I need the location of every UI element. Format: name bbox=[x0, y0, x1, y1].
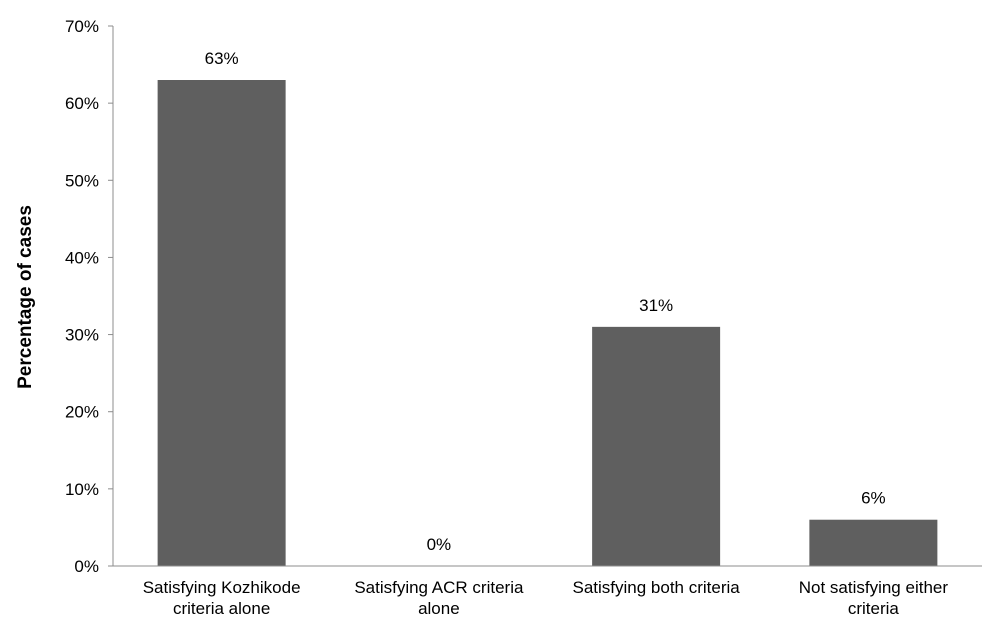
bar bbox=[809, 519, 938, 566]
data-labels: 63% 0% 31% 6% bbox=[205, 49, 886, 554]
y-tick-label: 10% bbox=[65, 480, 99, 499]
data-label: 0% bbox=[427, 535, 452, 554]
axes bbox=[112, 26, 982, 567]
x-category-label: alone bbox=[418, 599, 460, 618]
category-labels: Satisfying Kozhikode criteria alone Satisf… bbox=[143, 578, 949, 618]
bars bbox=[157, 80, 938, 566]
y-axis-title: Percentage of cases bbox=[15, 205, 36, 389]
bar bbox=[592, 326, 721, 566]
y-tick-label: 30% bbox=[65, 326, 99, 345]
x-category-label: Satisfying both criteria bbox=[573, 578, 741, 597]
data-label: 6% bbox=[861, 489, 886, 508]
y-axis-title-group: Percentage of cases bbox=[15, 205, 36, 389]
data-label: 63% bbox=[205, 49, 239, 68]
bar bbox=[157, 80, 286, 566]
data-label: 31% bbox=[639, 296, 673, 315]
x-category-label: criteria alone bbox=[173, 599, 270, 618]
y-tick-label: 50% bbox=[65, 171, 99, 190]
x-category-label: Satisfying Kozhikode bbox=[143, 578, 301, 597]
y-tick-label: 70% bbox=[65, 17, 99, 36]
y-tick-label: 20% bbox=[65, 403, 99, 422]
y-tick-label: 40% bbox=[65, 248, 99, 267]
x-category-label: Not satisfying either bbox=[799, 578, 949, 597]
y-tick-label: 60% bbox=[65, 94, 99, 113]
x-category-label: criteria bbox=[848, 599, 900, 618]
y-axis-ticks: 0% 10% 20% 30% 40% 50% 60% 70% bbox=[65, 17, 113, 576]
y-tick-label: 0% bbox=[74, 557, 99, 576]
x-category-label: Satisfying ACR criteria bbox=[354, 578, 524, 597]
